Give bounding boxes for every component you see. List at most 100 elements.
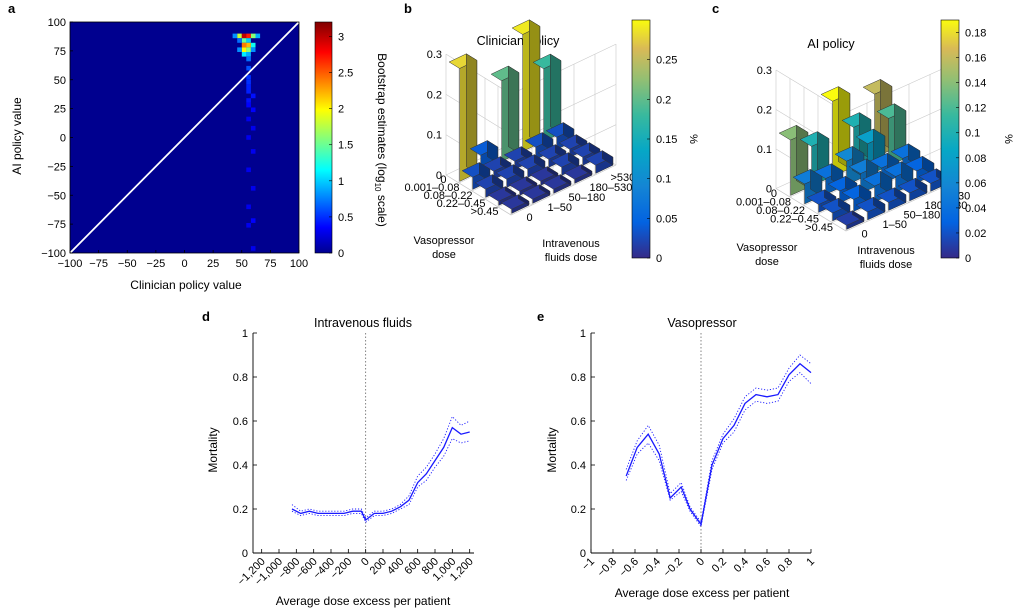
bar-side [550, 53, 562, 134]
grid-line [845, 183, 952, 232]
row-category-label: 0.08–0.22 [756, 205, 805, 217]
x-tick-label: −0.2 [661, 556, 685, 580]
bar-side [894, 187, 907, 204]
row-axis-label: Vasopressor [414, 235, 475, 247]
x-tick-label: 0.6 [754, 556, 773, 575]
panel-c: c AI policy 00.10.20.300.001–0.080.08–0.… [712, 1, 1014, 271]
panel-letter-e: e [537, 309, 544, 324]
y-tick-label: 0.6 [233, 416, 248, 428]
heatmap-xtick-label: 100 [290, 258, 308, 270]
colorbar-tick-label: 0.02 [965, 228, 986, 240]
bar-side [513, 164, 525, 180]
heatmap-cell [232, 33, 238, 39]
heatmap-cell [250, 186, 256, 191]
bar-side [901, 161, 914, 186]
bar3d-bar [820, 86, 851, 177]
z-tick-label: 0.1 [427, 130, 442, 142]
heatmap-cell [241, 52, 247, 57]
panel-letter-d: d [202, 309, 210, 324]
line-plot-fluids: 00.20.40.60.81−1,200−1,000−800−600−400−2… [233, 328, 476, 588]
heatmap-ytick-label: −50 [47, 190, 66, 202]
col-category-label: >530 [611, 172, 636, 184]
panel-letter-a: a [8, 1, 16, 16]
colorbar-tick-label: 3 [338, 31, 344, 43]
grid-line [775, 188, 847, 232]
y-tick-label: 0.4 [233, 460, 248, 472]
col-category-label: 50–180 [569, 192, 606, 204]
bar-side [542, 132, 554, 152]
bar-side [563, 122, 575, 142]
x-tick-label: 0.4 [732, 556, 751, 575]
z-tick-label: 0.3 [757, 65, 772, 77]
heatmap-cell [246, 38, 251, 43]
heatmap-cell [250, 107, 256, 113]
heatmap-cell [237, 33, 242, 39]
grid-line [510, 164, 617, 216]
heatmap-cell [237, 38, 242, 43]
heatmap-ytick-label: 50 [54, 75, 66, 87]
x-tick-label: 0.2 [710, 556, 729, 575]
colorbar-tick-label: 2 [338, 104, 344, 116]
bar3d-bar [904, 155, 935, 184]
row-axis-label: Vasopressor [737, 242, 798, 254]
bar-side [526, 176, 538, 188]
heatmap-xtick-label: 50 [236, 258, 248, 270]
heatmap-cell [246, 223, 251, 228]
heatmap-ylabel: AI policy value [10, 97, 24, 175]
col-category-label: 0 [862, 228, 868, 240]
heatmap-cell [246, 79, 251, 85]
heatmap-xtick-label: −50 [118, 258, 137, 270]
row-axis-label: dose [432, 249, 456, 261]
row-category-label: 0.001–0.08 [736, 196, 791, 208]
heatmap-cell [250, 93, 256, 99]
colorbar-tick-label: 0.18 [965, 28, 986, 40]
bar-side [852, 210, 865, 223]
heatmap-cell [250, 33, 256, 39]
bar-side [479, 162, 491, 182]
heatmap-cell [237, 47, 242, 52]
y-tick-label: 0 [242, 548, 248, 560]
y-tick-label: 1 [242, 328, 248, 340]
y-tick-label: 0.2 [571, 504, 586, 516]
bar3d-bar [461, 162, 491, 190]
bar3d-bar [532, 53, 562, 142]
lower-bound-line [625, 371, 812, 528]
bar3d-bar [834, 210, 865, 230]
heatmap-xtick-label: −25 [147, 258, 166, 270]
col-category-label: 1–50 [548, 202, 572, 214]
bar-side [518, 194, 530, 206]
heatmap-ytick-label: −25 [47, 161, 66, 173]
bar3d-bar [897, 177, 928, 202]
bar3d-bar [584, 150, 614, 174]
x-tick-label: 400 [385, 556, 406, 577]
z-tick-label: 0.3 [427, 49, 442, 61]
panel-d: d Intravenous fluids 00.20.40.60.81−1,20… [202, 309, 476, 608]
heatmap-cell [246, 135, 251, 140]
colorbar-tick-label: 2.5 [338, 68, 353, 80]
heatmap-cell [246, 204, 251, 210]
row-category-label: 0.22–0.45 [770, 213, 819, 225]
col-axis-label: Intravenous [857, 245, 915, 257]
bar3d-colorbar [940, 19, 960, 259]
colorbar-tick-label: 0.16 [965, 53, 986, 65]
panel-letter-b: b [404, 1, 412, 16]
z-tick-label: 0.1 [757, 144, 772, 156]
colorbar-tick-label: 0 [338, 248, 344, 260]
y-tick-label: 1 [580, 328, 586, 340]
y-tick-label: 0.8 [233, 372, 248, 384]
row-category-label: 0.001–0.08 [404, 182, 459, 194]
z-tick-label: 0.2 [427, 89, 442, 101]
colorbar-tick-label: 0.12 [965, 103, 986, 115]
col-axis-label: fluids dose [545, 252, 598, 264]
heatmap-cell [241, 47, 247, 52]
vasopressor-xlabel: Average dose excess per patient [615, 586, 790, 600]
heatmap-ytick-label: 25 [54, 104, 66, 116]
bar3d-plot-ai: 00.10.20.300.001–0.080.08–0.220.22–0.45>… [736, 19, 1014, 271]
bar-side [602, 150, 614, 166]
heatmap-cell [255, 33, 261, 39]
colorbar-tick-label: 1.5 [338, 140, 353, 152]
y-tick-label: 0.4 [571, 460, 586, 472]
heatmap-cell [246, 47, 251, 52]
heatmap-cell [241, 42, 247, 48]
